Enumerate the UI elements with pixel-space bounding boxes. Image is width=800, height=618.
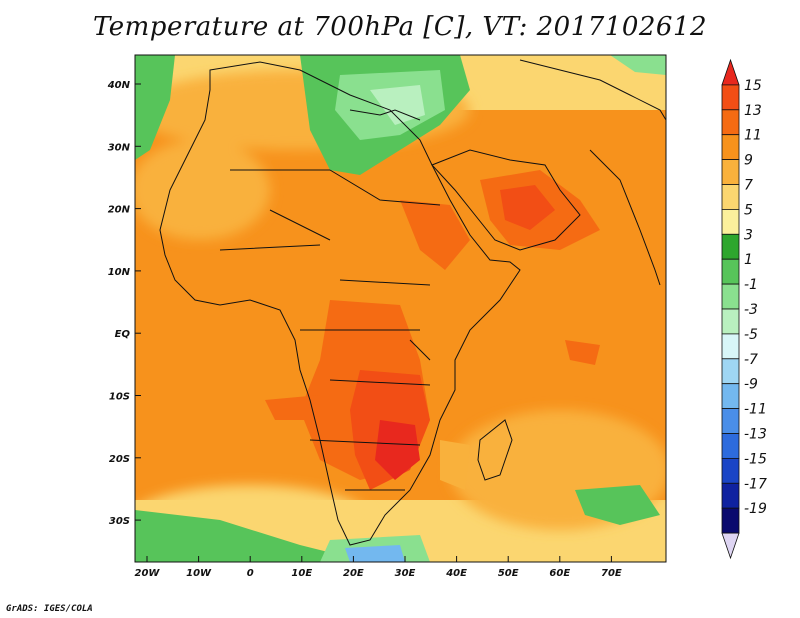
colorbar-label: 11: [744, 128, 762, 144]
colorbar-label: 15: [744, 78, 762, 94]
lat-label: 30N: [108, 142, 131, 153]
colorbar-label: -15: [744, 451, 767, 467]
colorbar-top-arrow: [721, 58, 740, 86]
lon-label: 20E: [343, 568, 364, 579]
lat-label: 10S: [109, 392, 130, 403]
lat-label: 20S: [109, 454, 130, 465]
colorbar-swatch: [721, 507, 740, 534]
lon-label: 20W: [135, 568, 161, 579]
colorbar-swatch: [721, 433, 740, 459]
colorbar-label: -3: [744, 302, 758, 318]
lat-label: 20N: [108, 205, 131, 216]
colorbar-swatch: [721, 233, 740, 260]
lon-label: 70E: [601, 568, 622, 579]
colorbar-swatch: [721, 258, 740, 285]
colorbar-label: 5: [744, 202, 753, 218]
colorbar-swatch: [721, 383, 740, 410]
map-title: Temperature at 700hPa [C], VT: 201710261…: [92, 12, 708, 42]
lon-label: 30E: [395, 568, 416, 579]
colorbar-label: 3: [744, 227, 753, 243]
colorbar-swatch: [721, 184, 740, 210]
colorbar-swatch: [721, 283, 740, 310]
colorbar-label: -11: [744, 402, 767, 418]
lat-label: 40N: [107, 80, 131, 91]
temperature-field: [135, 55, 666, 562]
lon-label: 10W: [186, 568, 212, 579]
lat-label: 30S: [109, 516, 130, 527]
colorbar-swatch: [721, 482, 740, 509]
colorbar-label: 1: [744, 252, 753, 268]
colorbar-label: -17: [744, 476, 767, 492]
colorbar: 15 13 11 9 7 5 3 1 -1 -3 -5 -7 -9 -11 -13 -15 -17 -19: [721, 58, 767, 560]
colorbar-bottom-arrow: [721, 532, 740, 560]
colorbar-swatch: [721, 208, 740, 235]
lon-label: 50E: [498, 568, 519, 579]
colorbar-swatch: [721, 134, 740, 160]
lon-label: 40E: [445, 568, 467, 579]
colorbar-label: -7: [744, 352, 758, 368]
colorbar-label: -19: [744, 501, 767, 517]
lat-label: EQ: [115, 329, 131, 340]
colorbar-label: -5: [744, 327, 758, 343]
colorbar-label: 13: [744, 103, 762, 119]
lat-label: 10N: [108, 267, 131, 278]
credit-text: GrADS: IGES/COLA: [6, 604, 93, 614]
colorbar-swatch: [721, 457, 740, 484]
colorbar-swatch: [721, 358, 740, 385]
colorbar-label: -9: [744, 377, 758, 393]
colorbar-swatch: [721, 109, 740, 136]
colorbar-label: -13: [744, 427, 767, 443]
colorbar-swatch: [721, 159, 740, 185]
colorbar-swatch: [721, 333, 740, 360]
colorbar-swatch: [721, 84, 740, 111]
colorbar-swatch: [721, 308, 740, 335]
colorbar-label: 7: [744, 178, 753, 194]
colorbar-label: -1: [744, 277, 758, 293]
coastlines: [159, 59, 666, 546]
colorbar-label: 9: [744, 153, 753, 169]
map-frame: [134, 54, 667, 563]
colorbar-swatch: [721, 408, 740, 434]
lon-label: 10E: [291, 568, 312, 579]
lon-label: 0: [247, 568, 254, 579]
lon-label: 60E: [549, 568, 570, 579]
